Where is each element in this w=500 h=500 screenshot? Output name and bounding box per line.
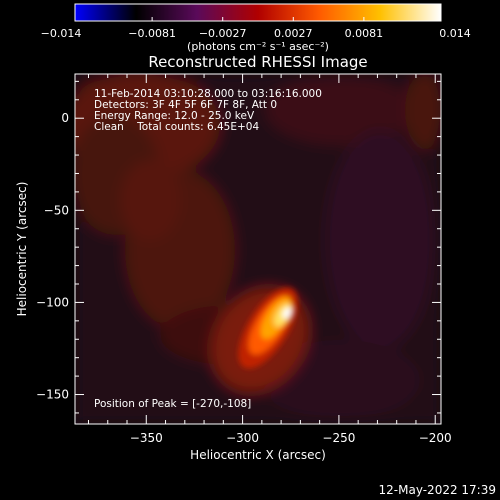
colorbar-tick-label: −0.0027 (199, 27, 247, 40)
emission-image (75, 74, 441, 424)
render-timestamp: 12-May-2022 17:39 (379, 483, 496, 497)
colorbar-gradient (74, 3, 442, 22)
annotation-energy-range: Energy Range: 12.0 - 25.0 keV (94, 110, 255, 122)
y-tick-label: −50 (44, 203, 69, 217)
x-tick-label: −250 (322, 431, 355, 445)
annotation-time-range: 11-Feb-2014 03:10:28.000 to 03:16:16.000 (94, 88, 322, 100)
colorbar-tick-label: 0.014 (439, 27, 471, 40)
y-axis-label: Heliocentric Y (arcsec) (15, 182, 29, 317)
annotation-clean-counts: Clean Total counts: 6.45E+04 (94, 121, 259, 133)
axis-ticks: −350 −300 −250 −200 0 −50 −100 −150 (36, 74, 452, 445)
colorbar-tick-label: −0.014 (41, 27, 82, 40)
y-tick-label: 0 (61, 111, 69, 125)
y-tick-label: −150 (36, 388, 69, 402)
annotation-peak-position: Position of Peak = [-270,-108] (94, 398, 251, 410)
colorbar: −0.014 −0.0081 −0.0027 0.0027 0.0081 0.014 (p… (41, 3, 471, 53)
colorbar-unit-label: (photons cm⁻² s⁻¹ asec⁻²) (187, 40, 329, 53)
plot-frame (74, 73, 442, 425)
chart-title: Reconstructed RHESSI Image (148, 53, 367, 71)
x-tick-label: −350 (130, 431, 163, 445)
annotation-detectors: Detectors: 3F 4F 5F 6F 7F 8F, Att 0 (94, 99, 277, 111)
colorbar-tick-label: −0.0081 (128, 27, 176, 40)
y-tick-label: −100 (36, 295, 69, 309)
x-tick-label: −300 (226, 431, 259, 445)
x-axis-label: Heliocentric X (arcsec) (190, 448, 326, 462)
colorbar-tick-label: 0.0081 (345, 27, 384, 40)
colorbar-ticks: −0.014 −0.0081 −0.0027 0.0027 0.0081 0.014 (41, 17, 471, 40)
plot-area: −350 −300 −250 −200 0 −50 −100 −150 11-Feb-2014… (36, 73, 452, 445)
x-tick-label: −200 (419, 431, 452, 445)
colorbar-tick-label: 0.0027 (274, 27, 313, 40)
